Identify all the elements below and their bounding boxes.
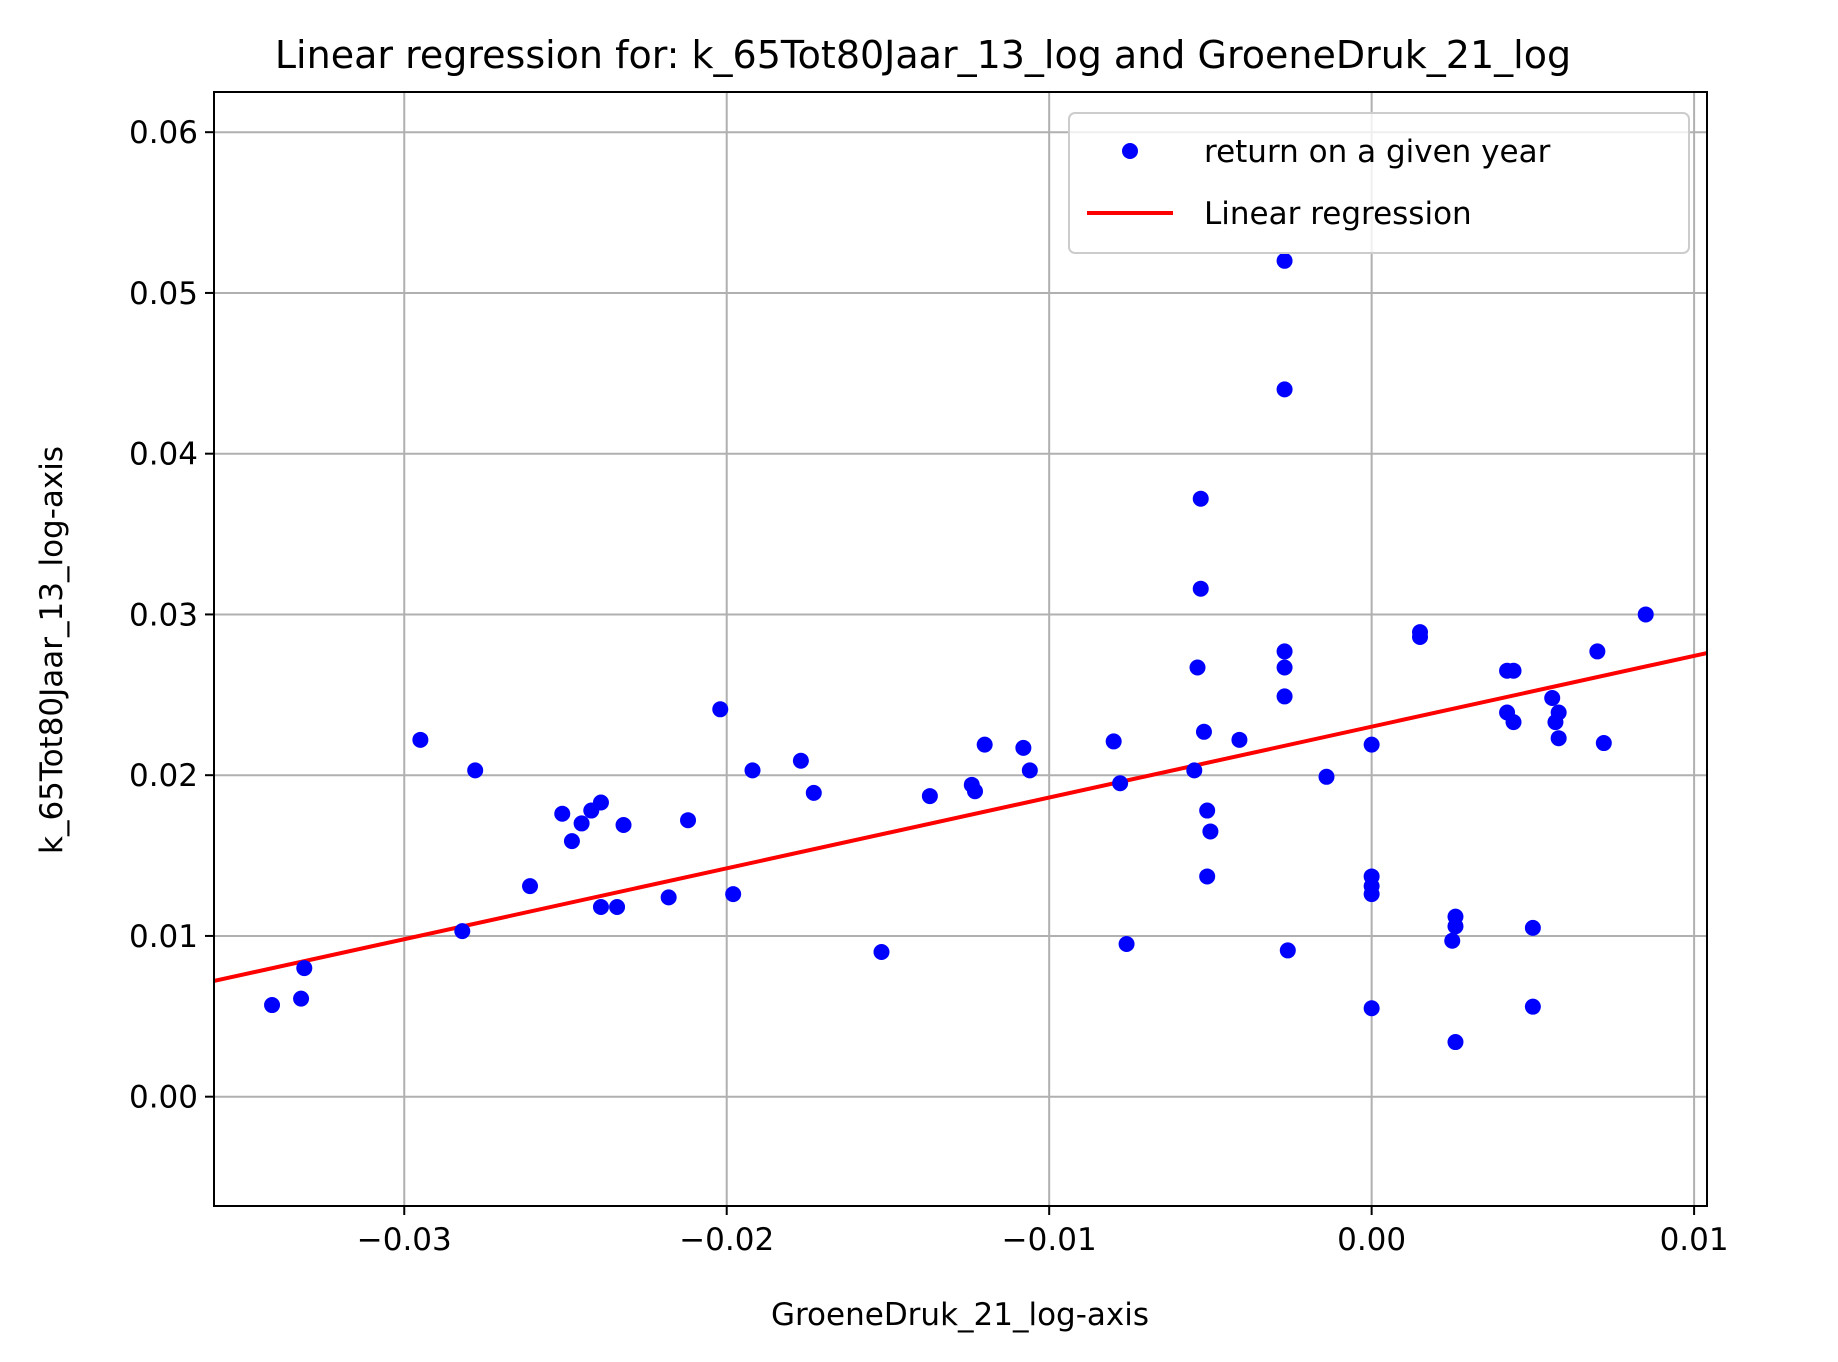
scatter-point [412, 731, 429, 748]
scatter-point [1192, 490, 1209, 507]
scatter-point [454, 923, 471, 940]
scatter-point [680, 812, 697, 829]
legend-box [1068, 112, 1690, 254]
scatter-point [1118, 935, 1135, 952]
scatter-point [1544, 690, 1561, 707]
legend-label-scatter: return on a given year [1204, 134, 1551, 170]
scatter-point [1276, 688, 1293, 705]
x-tick-label: 0.01 [1660, 1222, 1729, 1258]
scatter-point [1202, 823, 1219, 840]
y-tick-label: 0.05 [129, 276, 198, 312]
scatter-point [1276, 643, 1293, 660]
scatter-point [1595, 735, 1612, 752]
scatter-point [563, 833, 580, 850]
scatter-point [1550, 730, 1567, 747]
scatter-point [1589, 643, 1606, 660]
scatter-point [293, 990, 310, 1007]
scatter-point [609, 899, 626, 916]
y-axis-label: k_65Tot80Jaar_13_log-axis [34, 446, 70, 854]
scatter-point [1412, 628, 1429, 645]
legend-marker-scatter [1122, 143, 1138, 159]
scatter-point [725, 886, 742, 903]
y-tick-label: 0.02 [129, 758, 198, 794]
x-axis-label: GroeneDruk_21_log-axis [771, 1297, 1149, 1333]
scatter-point [1524, 919, 1541, 936]
scatter-point [1021, 762, 1038, 779]
scatter-series [264, 252, 1654, 1051]
scatter-point [1550, 704, 1567, 721]
scatter-point [744, 762, 761, 779]
scatter-point [1524, 998, 1541, 1015]
scatter-point [592, 794, 609, 811]
scatter-point [1015, 739, 1032, 756]
scatter-point [976, 736, 993, 753]
scatter-point [660, 889, 677, 906]
scatter-point [1637, 606, 1654, 623]
scatter-point [1363, 886, 1380, 903]
scatter-point [1189, 659, 1206, 676]
scatter-point [805, 784, 822, 801]
scatter-point [592, 899, 609, 916]
y-axis-ticks: 0.00 0.01 0.02 0.03 0.04 0.05 0.06 [129, 115, 214, 1116]
x-axis-ticks: −0.03 −0.02 −0.01 0.00 0.01 [357, 1206, 1729, 1258]
x-tick-label: −0.02 [679, 1222, 774, 1258]
scatter-point [1199, 868, 1216, 885]
scatter-point [1363, 1000, 1380, 1017]
scatter-point [792, 752, 809, 769]
scatter-point [1276, 659, 1293, 676]
legend-label-line: Linear regression [1204, 196, 1472, 232]
scatter-point [1231, 731, 1248, 748]
scatter-point [712, 701, 729, 718]
chart-title: Linear regression for: k_65Tot80Jaar_13_… [275, 33, 1571, 77]
scatter-point [467, 762, 484, 779]
scatter-point [1279, 942, 1296, 959]
y-tick-label: 0.04 [129, 437, 198, 473]
y-tick-label: 0.06 [129, 115, 198, 151]
scatter-point [573, 815, 590, 832]
legend: return on a given year Linear regression [1068, 112, 1690, 254]
scatter-point [522, 878, 539, 895]
scatter-point [1505, 662, 1522, 679]
scatter-point [1447, 918, 1464, 935]
scatter-point [1318, 768, 1335, 785]
scatter-point [1195, 723, 1212, 740]
scatter-point [296, 960, 313, 977]
scatter-point [967, 783, 984, 800]
scatter-point [1276, 381, 1293, 398]
scatter-point [1199, 802, 1216, 819]
scatter-point [554, 805, 571, 822]
scatter-point [1186, 762, 1203, 779]
scatter-point [264, 997, 281, 1014]
scatter-point [1112, 775, 1129, 792]
x-tick-label: −0.03 [357, 1222, 452, 1258]
x-tick-label: 0.00 [1337, 1222, 1406, 1258]
scatter-point [1192, 580, 1209, 597]
x-tick-label: −0.01 [1002, 1222, 1097, 1258]
scatter-point [1505, 714, 1522, 731]
grid [214, 92, 1707, 1206]
scatter-point [1444, 932, 1461, 949]
y-tick-label: 0.03 [129, 597, 198, 633]
scatter-point [615, 817, 632, 834]
scatter-point [921, 788, 938, 805]
scatter-point [1276, 252, 1293, 269]
y-tick-label: 0.00 [129, 1080, 198, 1116]
plot-frame [213, 91, 1708, 1207]
scatter-point [1447, 1034, 1464, 1051]
scatter-point [1105, 733, 1122, 750]
scatter-point [1363, 736, 1380, 753]
scatter-point [873, 944, 890, 961]
y-tick-label: 0.01 [129, 919, 198, 955]
